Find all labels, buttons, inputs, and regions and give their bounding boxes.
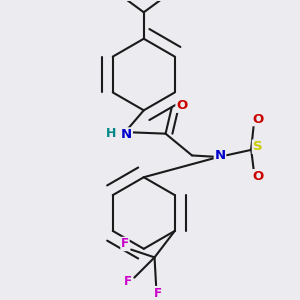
Text: O: O (253, 170, 264, 183)
Text: O: O (176, 99, 188, 112)
Text: H: H (106, 127, 116, 140)
Text: F: F (124, 275, 132, 288)
Text: N: N (214, 149, 226, 162)
Text: S: S (253, 140, 262, 153)
Text: N: N (121, 128, 132, 141)
Text: O: O (253, 112, 264, 125)
Text: F: F (121, 238, 129, 250)
Text: F: F (154, 287, 162, 300)
